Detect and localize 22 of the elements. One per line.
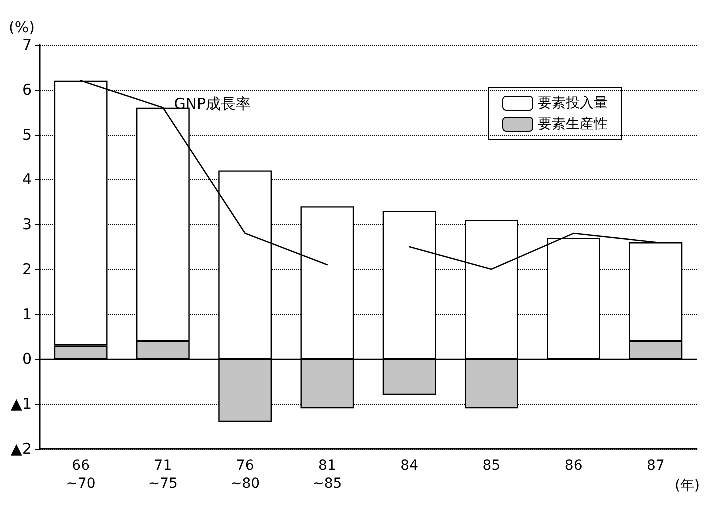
y-tick-label: 6 bbox=[22, 80, 32, 99]
y-axis-title: (%) bbox=[9, 18, 35, 36]
x-tick-label: 71 ~75 bbox=[148, 458, 178, 492]
legend-label: 要素投入量 bbox=[538, 96, 608, 112]
x-tick-label: 87 bbox=[647, 458, 665, 474]
y-tick-label: 1 bbox=[22, 305, 32, 324]
x-tick-label: 86 bbox=[564, 458, 583, 474]
y-tick-label: 7 bbox=[22, 36, 32, 54]
x-axis-title: (年) bbox=[675, 478, 700, 494]
y-tick-label: 0 bbox=[22, 350, 32, 368]
y-tick-label: ▲2 bbox=[10, 440, 32, 458]
x-tick-label: 81 ~85 bbox=[312, 458, 342, 492]
x-tick-label: 85 bbox=[482, 458, 501, 474]
y-tick-label: 4 bbox=[22, 170, 32, 189]
x-tick-label: 84 bbox=[400, 458, 419, 474]
y-tick-label: 3 bbox=[22, 216, 32, 234]
y-tick-label: ▲1 bbox=[10, 395, 32, 414]
x-tick-label: 66 ~70 bbox=[66, 458, 96, 492]
legend-label: 要素生産性 bbox=[538, 116, 608, 132]
x-tick-label: 76 ~80 bbox=[230, 458, 260, 492]
y-tick-label: 5 bbox=[22, 126, 32, 144]
y-tick-label: 2 bbox=[22, 260, 32, 278]
